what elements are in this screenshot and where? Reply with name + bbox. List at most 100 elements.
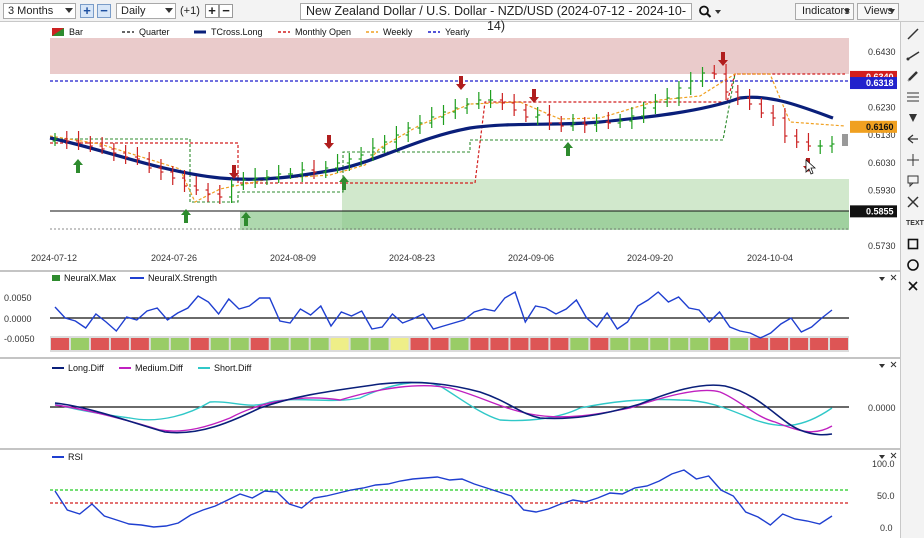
views-button[interactable]: Views [857, 3, 899, 20]
indicators-button[interactable]: Indicators [795, 3, 854, 20]
chart-area[interactable]: 0.6430 0.6230 0.6130 0.6030 0.5930 0.5730 0.63… [0, 22, 900, 538]
date-tick-label: 2024-08-09 [270, 253, 316, 263]
range-select[interactable]: 3 Months [3, 3, 76, 19]
neuralx-bar [470, 338, 489, 350]
circle-icon[interactable] [905, 257, 921, 273]
interval-select[interactable]: Daily [116, 3, 176, 19]
neuralx-bar [650, 338, 669, 350]
chevron-down-icon [844, 9, 850, 14]
neuralx-bar [210, 338, 229, 350]
neuralx-bar [350, 338, 369, 350]
neuralx-bar [510, 338, 529, 350]
neuralx-bar [150, 338, 169, 350]
neuralx-bar [770, 338, 789, 350]
line-icon[interactable] [905, 26, 921, 42]
text-tool-icon[interactable]: TEXT [906, 220, 924, 227]
chevron-down-icon [65, 8, 73, 13]
panel-collapse-icon [879, 364, 885, 368]
fork-icon[interactable] [905, 131, 921, 147]
neuralx-tick-label: 0.0050 [4, 293, 32, 303]
views-label: Views [864, 5, 894, 17]
neuralx-bar [290, 338, 309, 350]
date-tick-label: 2024-10-04 [747, 253, 793, 263]
price-value-label: 0.6160 [866, 122, 894, 132]
neuralx-bar [610, 338, 629, 350]
date-tick-label: 2024-09-06 [508, 253, 554, 263]
price-tick-label: 0.6230 [868, 102, 896, 112]
neuralx-bar [710, 338, 729, 350]
diff-tick-label: 0.0000 [868, 403, 896, 413]
rectangle-icon[interactable] [905, 152, 921, 168]
drawing-tools-sidebar: TEXT [900, 22, 924, 538]
date-tick-label: 2024-09-20 [627, 253, 673, 263]
decrease-button[interactable]: − [219, 4, 233, 18]
zoom-out-button[interactable]: − [97, 4, 111, 18]
zoom-in-button[interactable]: + [80, 4, 94, 18]
square-icon[interactable] [905, 236, 921, 252]
neuralx-bar [390, 338, 409, 350]
neuralx-bar [51, 338, 69, 350]
close-icon[interactable] [905, 278, 921, 294]
neuralx-bar [690, 338, 709, 350]
medium-diff-line [54, 384, 833, 433]
legend-label: Short.Diff [214, 363, 252, 373]
sell-signal-arrow [529, 89, 539, 103]
speech-bubble-icon[interactable] [905, 173, 921, 189]
neuralx-bar [90, 338, 109, 350]
legend-label: Medium.Diff [135, 363, 183, 373]
legend-label: Monthly Open [295, 27, 351, 37]
price-tick-label: 0.5730 [868, 241, 896, 251]
range-value: 3 Months [8, 5, 54, 17]
neuralx-bar [190, 338, 209, 350]
buy-signal-arrow [73, 159, 83, 173]
long-diff-line [54, 381, 833, 436]
offset-label: (+1) [180, 5, 200, 17]
panel-close-icon [890, 452, 897, 459]
chart-canvas[interactable]: 0.6430 0.6230 0.6130 0.6030 0.5930 0.5730 0.63… [0, 22, 900, 538]
search-button[interactable] [697, 4, 723, 20]
weekly-line [49, 73, 846, 203]
increase-button[interactable]: + [205, 4, 219, 18]
magnifier-icon [699, 5, 721, 18]
chevron-down-icon [889, 9, 895, 14]
short-diff-line [54, 381, 833, 427]
mouse-cursor-icon [805, 159, 817, 175]
price-value-badge [850, 77, 897, 90]
rsi-tick-label: 50.0 [877, 491, 895, 501]
panel-collapse-icon [879, 277, 885, 281]
price-value-label: 0.5855 [866, 206, 894, 216]
price-value-badge [850, 120, 897, 133]
buy-signal-arrow [563, 142, 573, 156]
neuralx-bar [110, 338, 129, 350]
support-zone-lower [240, 211, 849, 230]
neuralx-bar [70, 338, 89, 350]
neuralx-bar [550, 338, 569, 350]
ray-icon[interactable] [905, 47, 921, 63]
fibonacci-icon[interactable] [905, 89, 921, 105]
neuralx-bar [410, 338, 429, 350]
legend-label: Quarter [139, 27, 170, 37]
neuralx-bar [630, 338, 649, 350]
chart-title[interactable]: New Zealand Dollar / U.S. Dollar - NZD/U… [300, 3, 692, 33]
neuralx-bar [590, 338, 609, 350]
legend-label: RSI [68, 452, 83, 462]
icon-ruler[interactable] [905, 194, 921, 210]
buy-signal-arrow [181, 209, 191, 223]
neuralx-bar [530, 338, 549, 350]
neuralx-bar [330, 338, 349, 350]
neuralx-bar [450, 338, 469, 350]
panel-close-icon [890, 274, 897, 281]
text-arrow-icon[interactable] [905, 110, 921, 126]
panel-close-icon [890, 361, 897, 368]
indicators-label: Indicators [802, 5, 850, 17]
rsi-line [54, 469, 833, 528]
date-tick-label: 2024-08-23 [389, 253, 435, 263]
date-tick-label: 2024-07-26 [151, 253, 197, 263]
pencil-icon[interactable] [905, 68, 921, 84]
scroll-handle [842, 134, 848, 146]
rsi-tick-label: 0.0 [880, 523, 893, 533]
legend-swatch [52, 28, 64, 36]
panel-collapse-icon [879, 455, 885, 459]
price-tick-label: 0.5930 [868, 186, 896, 196]
neuralx-strength-line [54, 290, 833, 339]
